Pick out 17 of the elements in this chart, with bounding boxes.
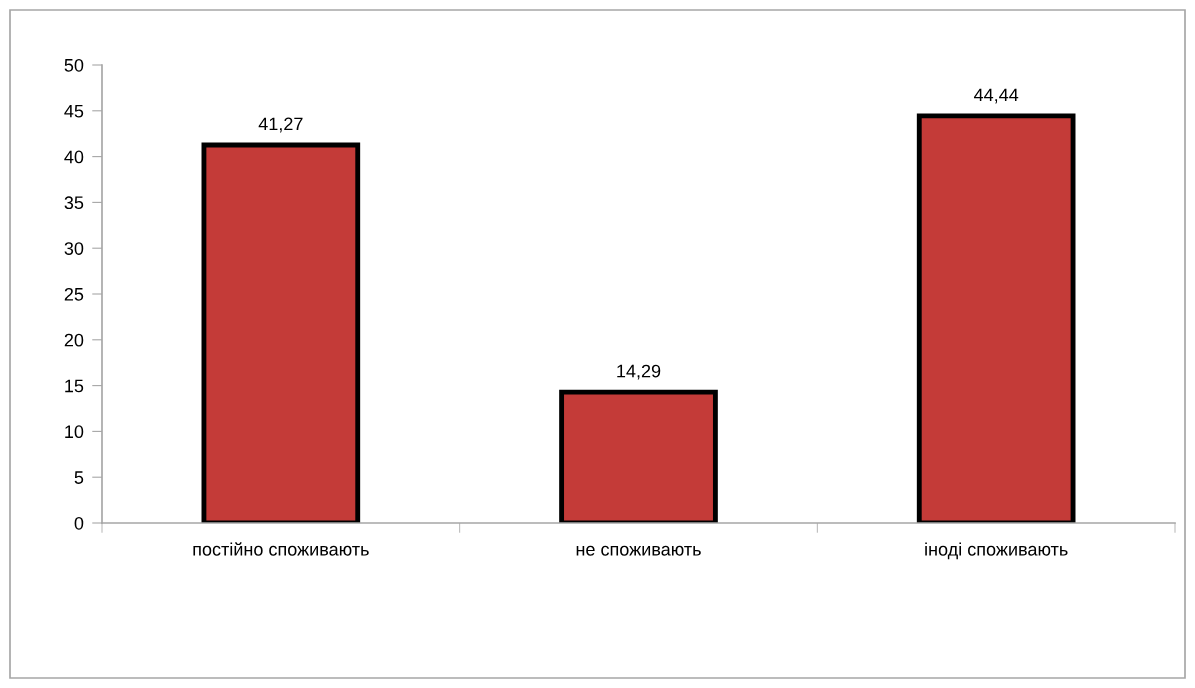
x-tick-label: іноді споживають — [925, 542, 1068, 560]
y-tick-label: 35 — [64, 196, 84, 210]
y-tick-label: 45 — [64, 104, 84, 118]
y-tick-label: 25 — [64, 287, 84, 301]
y-tick-label: 50 — [64, 58, 84, 72]
x-tick-label: постійно споживають — [193, 542, 369, 556]
data-label: 44,44 — [973, 88, 1019, 104]
y-tick-label: 40 — [64, 150, 84, 164]
y-tick-label: 0 — [74, 516, 84, 530]
y-tick-label: 10 — [65, 425, 84, 439]
y-tick-label: 20 — [64, 333, 84, 347]
y-tick-label: 30 — [64, 242, 84, 255]
y-tick-label: 5 — [74, 471, 84, 484]
x-tick-label: не споживають — [576, 545, 701, 556]
data-label: 41,27 — [258, 117, 303, 133]
y-tick-label: 15 — [65, 379, 84, 393]
data-label: 14,29 — [617, 364, 661, 380]
